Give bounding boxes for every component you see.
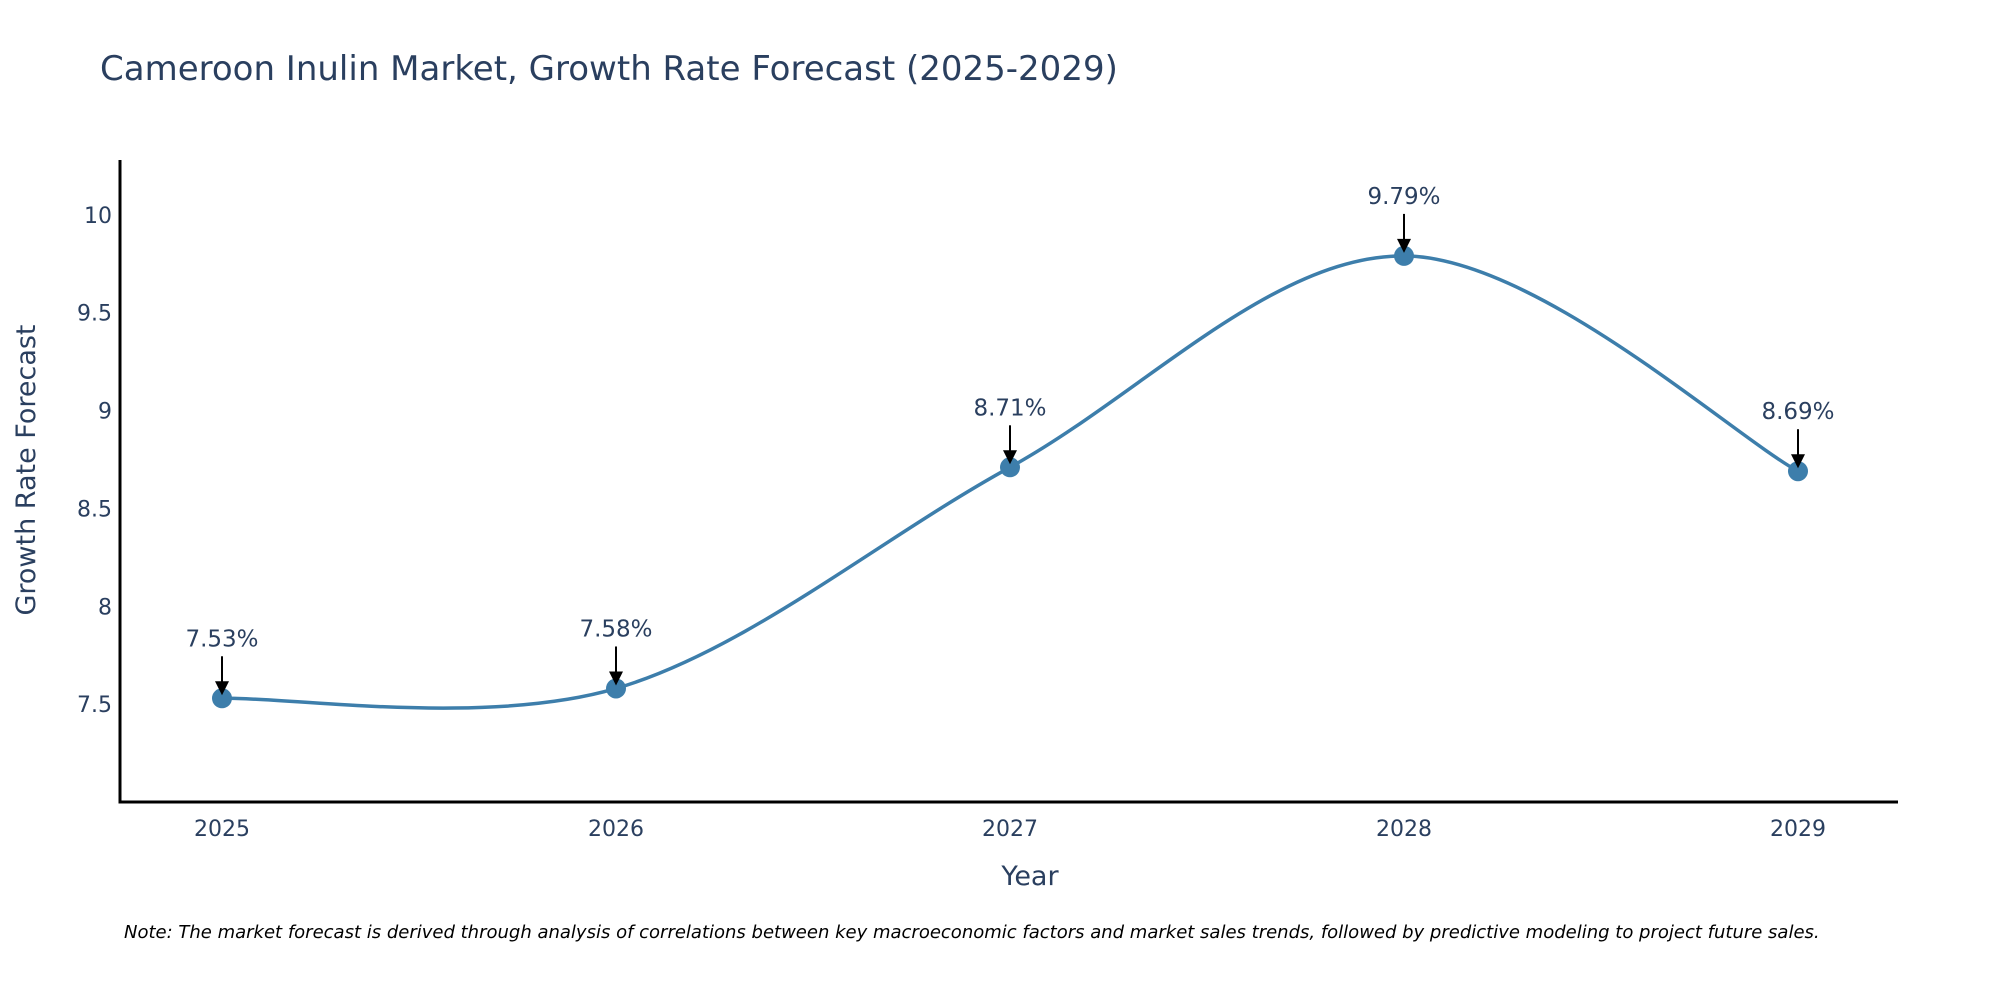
data-label: 9.79% <box>1367 184 1440 210</box>
plot-area: 7.5 8 8.5 9 9.5 10 2025 2026 2027 2028 2029 7.53% 7.… <box>77 160 1898 842</box>
x-tick-label: 2028 <box>1376 817 1432 842</box>
data-point-marker <box>1000 457 1020 478</box>
x-axis-title: Year <box>1000 861 1059 892</box>
y-tick-label: 9 <box>98 400 112 425</box>
annotation-arrowhead <box>1003 450 1017 465</box>
data-point-marker <box>606 678 626 699</box>
series-line <box>221 254 1799 710</box>
annotation-arrowhead <box>215 681 229 696</box>
annotation-arrowhead <box>1397 238 1411 253</box>
data-point-marker <box>1394 245 1414 266</box>
y-axis-title: Growth Rate Forecast <box>11 324 42 615</box>
annotation-arrowhead <box>609 671 623 686</box>
footnote: Note: The market forecast is derived thr… <box>124 922 1820 943</box>
data-point-marker <box>212 688 232 709</box>
data-label: 8.69% <box>1761 399 1834 425</box>
data-point-marker <box>1788 461 1808 482</box>
x-tick-label: 2029 <box>1770 817 1826 842</box>
y-tick-label: 8.5 <box>77 497 112 522</box>
y-tick-label: 10 <box>84 204 112 229</box>
data-label: 7.53% <box>185 626 258 652</box>
annotation-arrowhead <box>1791 454 1805 469</box>
x-tick-label: 2026 <box>588 817 644 842</box>
data-label: 7.58% <box>579 616 652 642</box>
x-tick-label: 2027 <box>982 817 1038 842</box>
data-label: 8.71% <box>973 395 1046 421</box>
y-tick-label: 8 <box>98 595 112 620</box>
chart-title: Cameroon Inulin Market, Growth Rate Fore… <box>100 49 1118 89</box>
y-tick-label: 9.5 <box>77 302 112 327</box>
x-tick-label: 2025 <box>194 817 250 842</box>
y-tick-label: 7.5 <box>77 693 112 718</box>
